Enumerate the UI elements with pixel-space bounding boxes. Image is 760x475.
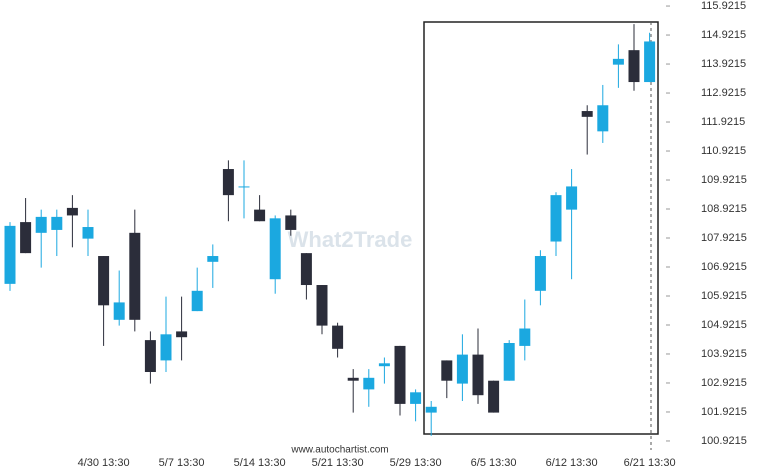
candle-body <box>550 195 562 242</box>
candle-body <box>238 186 250 188</box>
y-tick-label: 102.9215 <box>701 377 747 389</box>
pattern-box <box>423 21 659 435</box>
candle-body <box>222 169 234 196</box>
y-tick-label: 112.9215 <box>701 87 746 99</box>
candle-body <box>472 354 484 396</box>
candle-body <box>207 256 219 262</box>
candle-body <box>332 325 344 349</box>
y-tick-label: 104.9215 <box>701 319 747 331</box>
candle-body <box>612 58 624 65</box>
candle-body <box>644 41 656 83</box>
x-tick-label: 5/21 13:30 <box>312 457 364 469</box>
candle-body <box>519 328 531 346</box>
candle-body <box>394 345 406 404</box>
y-tick-label: 114.9215 <box>701 29 746 41</box>
candle-body <box>51 216 63 230</box>
candle-body <box>144 340 156 373</box>
y-tick-label: 107.9215 <box>701 232 747 244</box>
source: www.autochartist.com <box>290 445 388 456</box>
candle-body <box>347 377 359 381</box>
candle-body <box>488 380 500 413</box>
candle-body <box>176 331 188 338</box>
x-tick-label: 5/14 13:30 <box>234 457 286 469</box>
candle-body <box>581 111 593 117</box>
candle-body <box>566 186 578 210</box>
x-tick-label: 5/7 13:30 <box>159 457 205 469</box>
y-tick-label: 110.9215 <box>701 145 746 157</box>
candle-body <box>441 360 453 381</box>
candle-body <box>191 290 203 312</box>
candle-body <box>363 377 375 390</box>
x-tick-label: 4/30 13:30 <box>78 457 130 469</box>
candle-body <box>285 215 297 230</box>
candle-body <box>300 253 312 286</box>
y-tick-label: 108.9215 <box>701 203 747 215</box>
candle-body <box>503 343 515 381</box>
candle-body <box>254 209 266 222</box>
candle-body <box>456 354 468 384</box>
y-tick-label: 106.9215 <box>701 261 747 273</box>
x-tick-label: 6/12 13:30 <box>546 457 598 469</box>
candle-body <box>534 256 546 291</box>
x-tick-label: 5/29 13:30 <box>390 457 442 469</box>
candle-body <box>129 232 141 320</box>
y-tick-label: 109.9215 <box>701 174 747 186</box>
y-tick-label: 113.9215 <box>701 58 746 70</box>
candle-body <box>316 285 328 326</box>
y-tick-label: 111.9215 <box>701 116 745 128</box>
candle-body <box>4 225 16 284</box>
candle-body <box>410 392 422 404</box>
candle-body <box>113 302 125 320</box>
candle-body <box>35 216 47 233</box>
candle-body <box>597 105 609 132</box>
watermark: What2Trade <box>288 227 413 252</box>
y-tick-label: 100.9215 <box>701 435 747 447</box>
y-tick-label: 105.9215 <box>701 290 747 302</box>
x-tick-label: 6/5 13:30 <box>471 457 517 469</box>
y-tick-label: 115.9215 <box>701 0 746 12</box>
candle-body <box>82 227 94 239</box>
candle-body <box>269 218 281 280</box>
candle-body <box>66 207 78 216</box>
y-tick-label: 103.9215 <box>701 348 747 360</box>
candle-body <box>98 256 110 306</box>
y-tick-label: 101.9215 <box>701 406 747 418</box>
candle-body <box>160 334 172 361</box>
candle-body <box>628 50 640 83</box>
candle-body <box>425 406 437 413</box>
candle-body <box>20 222 32 254</box>
candle-body <box>378 363 390 367</box>
x-tick-label: 6/21 13:30 <box>624 457 676 469</box>
